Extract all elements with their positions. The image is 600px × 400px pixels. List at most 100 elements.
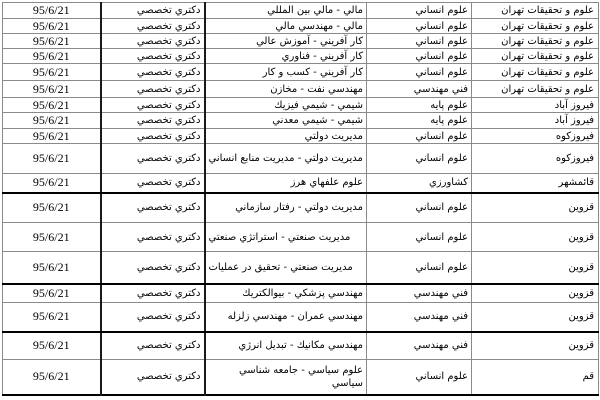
cell-degree-level: دكتري تخصصي xyxy=(100,359,206,395)
cell-major: مديريت دولتي - مديريت منابع انساني xyxy=(204,143,367,174)
table-row: قزوين فني مهندسي مهندسي پزشكي - بيوالكتر… xyxy=(2,283,599,303)
cell-date: 95/6/21 xyxy=(2,48,102,64)
cell-degree-level: دكتري تخصصي xyxy=(100,143,206,174)
cell-faculty-group: علوم انساني xyxy=(366,33,472,49)
cell-major: مهندسي نفت - مخازن xyxy=(204,80,367,98)
cell-university-branch: علوم و تحقيقات تهران xyxy=(471,80,599,98)
cell-date: 95/6/21 xyxy=(2,112,102,129)
table-row: قزوين علوم انساني مديريت دولتي - رفتار س… xyxy=(2,192,599,223)
cell-university-branch: قزوين xyxy=(471,222,599,252)
table-row: قائمشهر كشاورزي علوم علفهاي هرز دكتري تخ… xyxy=(2,173,599,194)
cell-faculty-group: علوم پايه xyxy=(366,112,472,129)
cell-date: 95/6/21 xyxy=(2,33,102,49)
cell-major: علوم سياسي - جامعه شناسي سياسي xyxy=(204,359,367,395)
cell-faculty-group: علوم انساني xyxy=(366,128,472,144)
table-row: علوم و تحقيقات تهران علوم انساني مالي - … xyxy=(2,18,599,34)
cell-university-branch: علوم و تحقيقات تهران xyxy=(471,63,599,81)
cell-faculty-group: فني مهندسي xyxy=(366,331,472,360)
cell-date: 95/6/21 xyxy=(2,359,102,395)
cell-date: 95/6/21 xyxy=(2,251,102,285)
table-row: قزوين فني مهندسي مهندسي مكانيك - تبديل ا… xyxy=(2,331,599,360)
cell-faculty-group: علوم انساني xyxy=(366,18,472,34)
table-row: قزوين علوم انساني مديريت صنعتي - تحقيق د… xyxy=(2,251,599,285)
cell-faculty-group: علوم انساني xyxy=(366,359,472,395)
cell-date: 95/6/21 xyxy=(2,18,102,34)
cell-major: كار آفريني - كسب و كار xyxy=(204,63,367,81)
table-row: فيروز آباد علوم پايه شيمي - شيمي فيزيك د… xyxy=(2,97,599,113)
cell-date: 95/6/21 xyxy=(2,302,102,333)
cell-faculty-group: علوم انساني xyxy=(366,222,472,252)
cell-degree-level: دكتري تخصصي xyxy=(100,2,206,19)
cell-faculty-group: كشاورزي xyxy=(366,173,472,194)
cell-major: مديريت صنعتي - استراتژي صنعتي xyxy=(204,222,367,252)
cell-degree-level: دكتري تخصصي xyxy=(100,18,206,34)
cell-university-branch: قائمشهر xyxy=(471,173,599,194)
cell-university-branch: قزوين xyxy=(471,331,599,360)
cell-major: مديريت دولتي - رفتار سازماني xyxy=(204,192,367,223)
cell-major: مهندسي مكانيك - تبديل انرژي xyxy=(204,331,367,360)
table-row: فيروز آباد علوم پايه شيمي - شيمي معدني د… xyxy=(2,112,599,129)
cell-major: مالي - مهندسي مالي xyxy=(204,18,367,34)
cell-university-branch: علوم و تحقيقات تهران xyxy=(471,48,599,64)
cell-degree-level: دكتري تخصصي xyxy=(100,63,206,81)
cell-major: مهندسي عمران - مهندسي زلزله xyxy=(204,302,367,333)
cell-date: 95/6/21 xyxy=(2,173,102,194)
cell-degree-level: دكتري تخصصي xyxy=(100,128,206,144)
cell-faculty-group: علوم انساني xyxy=(366,48,472,64)
cell-major: شيمي - شيمي معدني xyxy=(204,112,367,129)
cell-degree-level: دكتري تخصصي xyxy=(100,173,206,194)
cell-university-branch: قزوين xyxy=(471,302,599,333)
table-row: فيروزكوه علوم انساني مديريت دولتي دكتري … xyxy=(2,128,599,144)
cell-degree-level: دكتري تخصصي xyxy=(100,331,206,360)
table-row: فيروزكوه علوم انساني مديريت دولتي - مدير… xyxy=(2,143,599,174)
cell-major: مديريت صنعتي - تحقيق در عمليات xyxy=(204,251,367,285)
cell-date: 95/6/21 xyxy=(2,2,102,19)
cell-major: مديريت دولتي xyxy=(204,128,367,144)
cell-date: 95/6/21 xyxy=(2,283,102,303)
table-row: علوم و تحقيقات تهران علوم انساني كار آفر… xyxy=(2,48,599,64)
cell-faculty-group: فني مهندسي xyxy=(366,283,472,303)
cell-date: 95/6/21 xyxy=(2,63,102,81)
table-row: قزوين علوم انساني مديريت صنعتي - استراتژ… xyxy=(2,222,599,252)
cell-major: كار آفريني - آموزش عالي xyxy=(204,33,367,49)
cell-degree-level: دكتري تخصصي xyxy=(100,222,206,252)
cell-university-branch: قزوين xyxy=(471,251,599,285)
cell-university-branch: علوم و تحقيقات تهران xyxy=(471,33,599,49)
cell-degree-level: دكتري تخصصي xyxy=(100,97,206,113)
table-row: علوم و تحقيقات تهران علوم انساني كار آفر… xyxy=(2,33,599,49)
table-body: علوم و تحقيقات تهران علوم انساني مالي - … xyxy=(2,2,599,395)
cell-university-branch: فيروز آباد xyxy=(471,112,599,129)
cell-faculty-group: علوم پايه xyxy=(366,97,472,113)
cell-faculty-group: علوم انساني xyxy=(366,143,472,174)
cell-major: علوم علفهاي هرز xyxy=(204,173,367,194)
table-row: علوم و تحقيقات تهران علوم انساني مالي - … xyxy=(2,2,599,19)
cell-faculty-group: علوم انساني xyxy=(366,192,472,223)
cell-date: 95/6/21 xyxy=(2,97,102,113)
cell-faculty-group: علوم انساني xyxy=(366,63,472,81)
cell-date: 95/6/21 xyxy=(2,128,102,144)
cell-university-branch: قزوين xyxy=(471,283,599,303)
cell-university-branch: فيروز آباد xyxy=(471,97,599,113)
cell-major: شيمي - شيمي فيزيك xyxy=(204,97,367,113)
cell-degree-level: دكتري تخصصي xyxy=(100,112,206,129)
cell-degree-level: دكتري تخصصي xyxy=(100,33,206,49)
cell-date: 95/6/21 xyxy=(2,80,102,98)
cell-university-branch: فيروزكوه xyxy=(471,143,599,174)
cell-date: 95/6/21 xyxy=(2,192,102,223)
cell-major: كار آفريني - فناوري xyxy=(204,48,367,64)
cell-date: 95/6/21 xyxy=(2,331,102,360)
cell-date: 95/6/21 xyxy=(2,143,102,174)
cell-university-branch: فيروزكوه xyxy=(471,128,599,144)
cell-university-branch: قزوين xyxy=(471,192,599,223)
cell-major: مهندسي پزشكي - بيوالكتريك xyxy=(204,283,367,303)
cell-degree-level: دكتري تخصصي xyxy=(100,251,206,285)
cell-date: 95/6/21 xyxy=(2,222,102,252)
cell-degree-level: دكتري تخصصي xyxy=(100,48,206,64)
cell-degree-level: دكتري تخصصي xyxy=(100,283,206,303)
table-row: قم علوم انساني علوم سياسي - جامعه شناسي … xyxy=(2,359,599,395)
cell-degree-level: دكتري تخصصي xyxy=(100,80,206,98)
cell-university-branch: علوم و تحقيقات تهران xyxy=(471,2,599,19)
cell-university-branch: علوم و تحقيقات تهران xyxy=(471,18,599,34)
